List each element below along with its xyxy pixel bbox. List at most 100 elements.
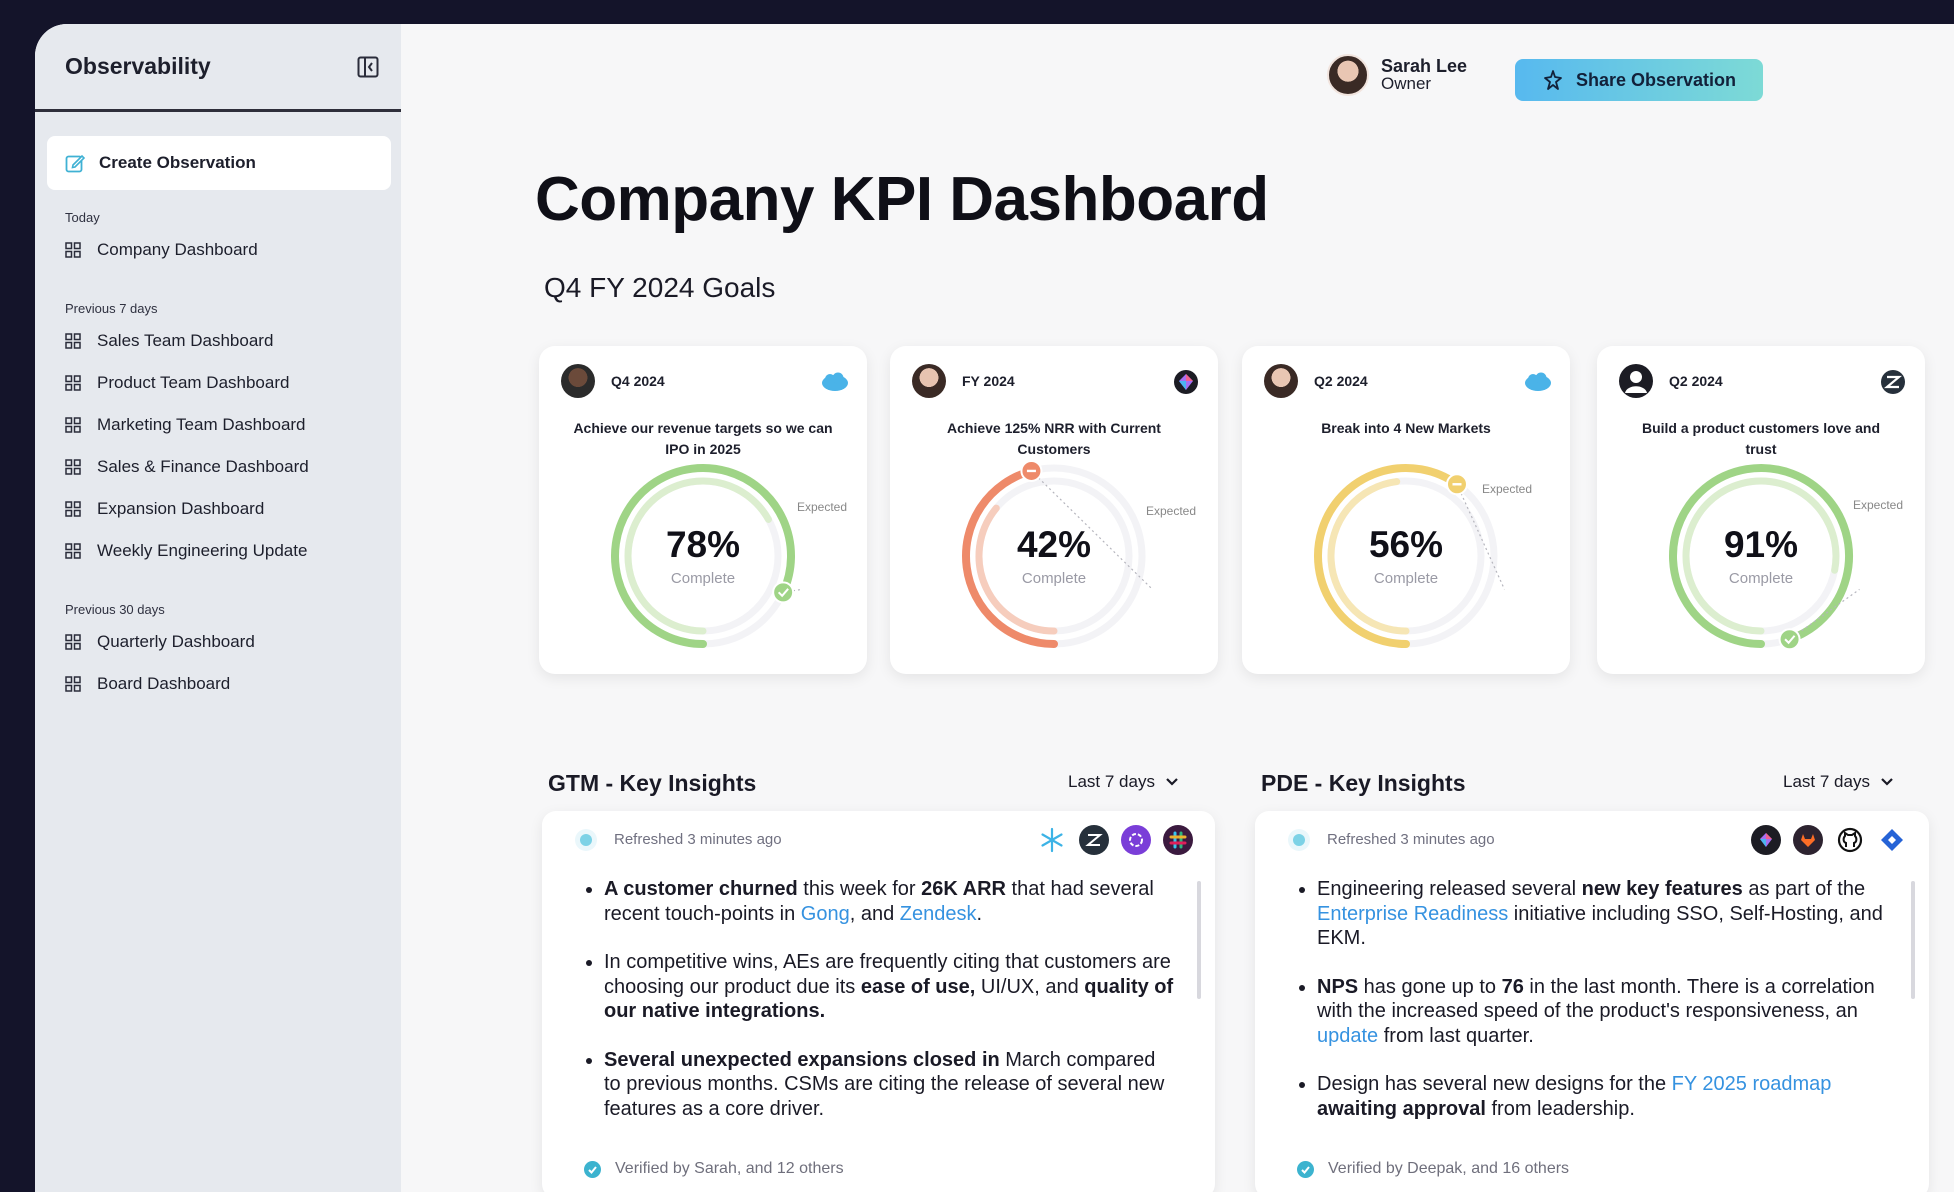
- kpi-percent: 42%: [1016, 524, 1092, 565]
- kpi-complete-label: Complete: [1373, 570, 1439, 587]
- sparkle-icon: [1544, 70, 1562, 90]
- kpi-goal: Build a product customers love and trust: [1641, 420, 1881, 457]
- sidebar: Observability Create Observation Today C…: [35, 24, 401, 1192]
- gauge-progress-arc: [611, 464, 795, 648]
- user-menu[interactable]: Sarah Lee Owner: [1327, 54, 1467, 96]
- sidebar-item-board-dashboard[interactable]: Board Dashboard: [35, 663, 401, 705]
- kpi-percent: 78%: [665, 524, 741, 565]
- kpi-period: Q2 2024: [1314, 373, 1368, 389]
- gong-icon: [1172, 368, 1200, 396]
- expected-label: Expected: [797, 500, 848, 514]
- verified-text: Verified by Sarah, and 12 others: [615, 1160, 844, 1177]
- avatar: [1327, 54, 1369, 96]
- sidebar-item-sales-team-dashboard[interactable]: Sales Team Dashboard: [35, 320, 401, 362]
- create-observation-label: Create Observation: [99, 153, 256, 172]
- kpi-gauge: 56% Complete: [1306, 456, 1506, 656]
- zendesk-link[interactable]: Zendesk: [899, 902, 977, 925]
- github-icon: [1835, 825, 1865, 855]
- sidebar-item-label: Product Team Dashboard: [97, 373, 290, 392]
- sidebar-item-marketing-team-dashboard[interactable]: Marketing Team Dashboard: [35, 404, 401, 446]
- kpi-gauge: 91% Complete: [1661, 456, 1861, 656]
- kpi-card[interactable]: FY 2024 Achieve 125% NRR with Current Cu…: [890, 346, 1218, 674]
- gtm-range-dropdown[interactable]: Last 7 days: [1068, 772, 1179, 792]
- sidebar-item-company-dashboard[interactable]: Company Dashboard: [35, 229, 401, 271]
- share-observation-button[interactable]: Share Observation: [1515, 59, 1763, 101]
- chevron-down-icon: [1166, 778, 1178, 786]
- snowflake-icon: [1037, 825, 1067, 855]
- list-item: A customer churned this week for 26K ARR…: [604, 877, 1175, 926]
- sidebar-header: Observability: [35, 24, 401, 112]
- kpi-card[interactable]: Q4 2024 Achieve our revenue targets so w…: [539, 346, 867, 674]
- list-item: Several unexpected expansions closed in …: [604, 1048, 1175, 1122]
- kpi-percent: 56%: [1368, 524, 1444, 565]
- chevron-down-icon: [1881, 778, 1893, 786]
- scrollbar[interactable]: [1197, 881, 1201, 999]
- sidebar-item-expansion-dashboard[interactable]: Expansion Dashboard: [35, 488, 401, 530]
- expected-label: Expected: [1853, 498, 1904, 512]
- grid-icon: [65, 375, 81, 391]
- user-role: Owner: [1381, 74, 1432, 93]
- section-label-previous-7-days: Previous 7 days: [65, 301, 158, 316]
- list-item: Engineering released several new key fea…: [1317, 877, 1889, 951]
- sidebar-item-label: Quarterly Dashboard: [97, 632, 255, 651]
- pde-insights-list: Engineering released several new key fea…: [1297, 877, 1889, 1121]
- sidebar-item-label: Board Dashboard: [97, 674, 231, 693]
- kpi-gauge: 42% Complete: [954, 456, 1154, 656]
- sidebar-item-weekly-engineering-update[interactable]: Weekly Engineering Update: [35, 530, 401, 572]
- kpi-percent: 91%: [1723, 524, 1799, 565]
- check-icon: [1784, 635, 1796, 645]
- enterprise-readiness-link[interactable]: Enterprise Readiness: [1317, 902, 1509, 925]
- gtm-insights-list: A customer churned this week for 26K ARR…: [584, 877, 1175, 1121]
- sidebar-item-quarterly-dashboard[interactable]: Quarterly Dashboard: [35, 621, 401, 663]
- refreshed-text: Refreshed 3 minutes ago: [1327, 831, 1495, 848]
- update-link[interactable]: update: [1317, 1024, 1379, 1047]
- gauge-status-badge: [1778, 628, 1801, 651]
- sidebar-item-product-team-dashboard[interactable]: Product Team Dashboard: [35, 362, 401, 404]
- sidebar-item-sales-finance-dashboard[interactable]: Sales & Finance Dashboard: [35, 446, 401, 488]
- live-status-dot: [1293, 833, 1305, 846]
- sidebar-item-label: Sales Team Dashboard: [97, 331, 274, 350]
- avatar: [1264, 364, 1298, 398]
- refreshed-text: Refreshed 3 minutes ago: [614, 831, 782, 848]
- gtm-insights-card: Refreshed 3 minutes ago A customer churn…: [542, 811, 1215, 1192]
- pde-range-dropdown[interactable]: Last 7 days: [1783, 772, 1894, 792]
- create-observation-button[interactable]: Create Observation: [47, 136, 391, 190]
- gauge-secondary-arc: [624, 477, 772, 635]
- pde-insights-title: PDE - Key Insights: [1261, 770, 1466, 796]
- scrollbar[interactable]: [1911, 881, 1915, 999]
- kpi-card[interactable]: Q2 2024 Build a product customers love a…: [1597, 346, 1925, 674]
- edit-icon: [65, 154, 85, 173]
- grid-icon: [65, 242, 81, 258]
- grid-icon: [65, 417, 81, 433]
- avatar: [561, 364, 595, 398]
- verified-check-icon: [584, 1160, 601, 1178]
- grid-icon: [65, 543, 81, 559]
- sidebar-collapse-icon[interactable]: [355, 54, 381, 80]
- sidebar-item-label: Expansion Dashboard: [97, 499, 265, 518]
- salesforce-icon: [1524, 368, 1552, 396]
- kpi-goal: Achieve our revenue targets so we can IP…: [573, 420, 833, 457]
- app-window: Observability Create Observation Today C…: [35, 24, 1954, 1192]
- share-observation-label: Share Observation: [1575, 69, 1737, 90]
- jira-icon: [1877, 825, 1907, 855]
- grid-icon: [65, 459, 81, 475]
- verified-row: Verified by Deepak, and 16 others: [1297, 1160, 1569, 1178]
- kpi-goal: Achieve 125% NRR with Current Customers: [947, 420, 1161, 457]
- user-avatar-icon: [1619, 364, 1653, 398]
- gitlab-icon: [1793, 825, 1823, 855]
- expected-marker-line: [1031, 470, 1153, 590]
- sidebar-item-label: Marketing Team Dashboard: [97, 415, 306, 434]
- page-title: Company KPI Dashboard: [535, 165, 1269, 234]
- check-icon: [777, 588, 789, 598]
- kpi-complete-label: Complete: [1021, 570, 1087, 587]
- goals-section-title: Q4 FY 2024 Goals: [544, 272, 776, 303]
- live-status-dot: [580, 833, 592, 846]
- gauge-secondary-arc: [1327, 478, 1410, 635]
- section-label-previous-30-days: Previous 30 days: [65, 602, 165, 617]
- zendesk-icon: [1079, 825, 1109, 855]
- kpi-card[interactable]: Q2 2024 Break into 4 New Markets Expecte…: [1242, 346, 1570, 674]
- zendesk-icon: [1879, 368, 1907, 396]
- roadmap-link[interactable]: FY 2025 roadmap: [1671, 1073, 1832, 1095]
- kpi-complete-label: Complete: [670, 570, 736, 587]
- gong-link[interactable]: Gong: [800, 902, 850, 925]
